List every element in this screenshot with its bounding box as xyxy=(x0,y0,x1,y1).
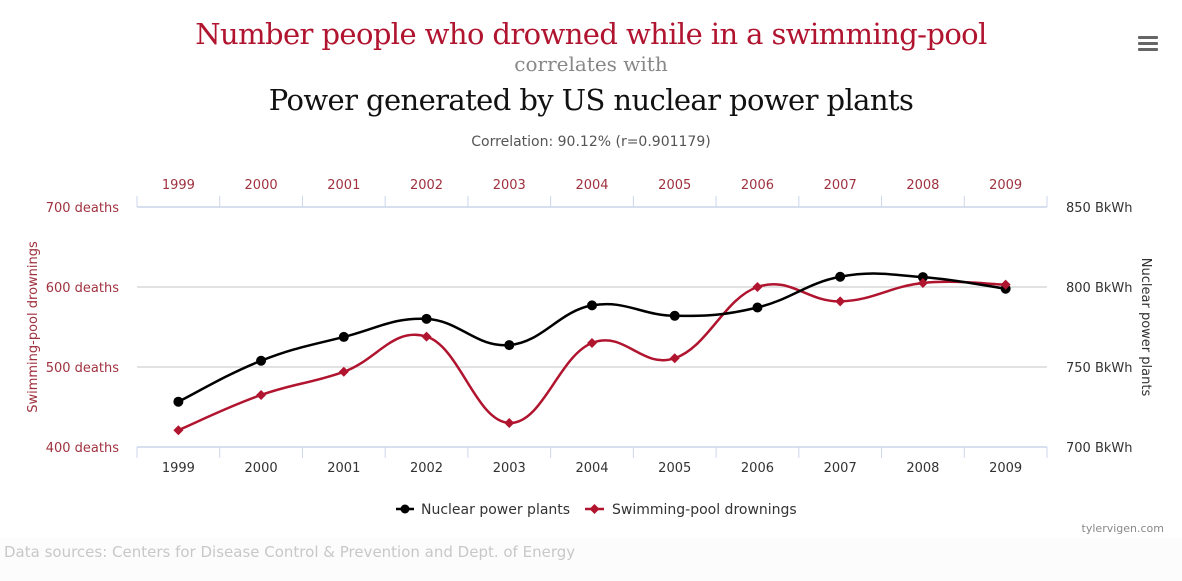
bottom-axis-label: 1999 xyxy=(162,461,195,476)
right-axis-tick-label: 850 BkWh xyxy=(1066,201,1133,216)
top-axis-label: 2000 xyxy=(245,178,278,193)
data-point-nuclear[interactable] xyxy=(256,355,267,366)
top-axis-label: 2009 xyxy=(989,178,1022,193)
left-axis-tick-label: 500 deaths xyxy=(46,361,119,376)
menu-bar xyxy=(1138,42,1158,45)
data-point-nuclear[interactable] xyxy=(587,300,597,311)
menu-bar xyxy=(1138,36,1158,39)
bottom-axis-label: 2003 xyxy=(493,461,526,476)
legend-drownings-label: Swimming-pool drownings xyxy=(612,502,797,518)
gridlines xyxy=(137,286,1047,368)
menu-bar xyxy=(1138,48,1158,51)
chart-title-connector: correlates with xyxy=(514,52,668,76)
bottom-axis-label: 2009 xyxy=(989,461,1022,476)
top-axis-label: 2002 xyxy=(410,178,443,193)
bottom-axis-label: 2002 xyxy=(410,461,443,476)
data-point-nuclear[interactable] xyxy=(421,313,432,324)
credit-link[interactable]: tylervigen.com xyxy=(1081,522,1164,535)
data-point-drownings[interactable] xyxy=(669,353,680,364)
data-point-drownings[interactable] xyxy=(338,366,349,377)
right-axis-tick-label: 700 BkWh xyxy=(1066,441,1133,456)
bottom-axis-labels: 1999 2000 2001 2002 2003 2004 2005 2006 2007 2008… xyxy=(162,461,1022,476)
data-point-drownings[interactable] xyxy=(1000,279,1011,290)
data-point-nuclear[interactable] xyxy=(338,331,349,342)
top-axis-label: 2003 xyxy=(493,178,526,193)
chart-title-secondary: Power generated by US nuclear power plan… xyxy=(268,83,914,117)
left-axis-tick-label: 600 deaths xyxy=(46,281,119,296)
right-axis-tick-label: 800 BkWh xyxy=(1066,281,1133,296)
chart-title-primary: Number people who drowned while in a swi… xyxy=(195,17,987,51)
bottom-axis-label: 2008 xyxy=(906,461,939,476)
bottom-axis-label: 2007 xyxy=(824,461,857,476)
series xyxy=(173,271,1011,436)
correlation-value: Correlation: 90.12% (r=0.901179) xyxy=(471,134,711,150)
data-point-drownings[interactable] xyxy=(504,418,515,428)
bottom-axis-label: 2005 xyxy=(658,461,691,476)
right-axis-tick-label: 750 BkWh xyxy=(1066,361,1133,376)
top-axis-label: 2005 xyxy=(658,178,691,193)
data-point-drownings[interactable] xyxy=(835,296,846,307)
footer-band xyxy=(0,538,1182,581)
left-axis-ticks: 400 deaths 500 deaths 600 deaths 700 deaths xyxy=(46,201,119,456)
legend-nuclear-label: Nuclear power plants xyxy=(421,502,570,518)
data-point-nuclear[interactable] xyxy=(173,396,184,407)
data-point-nuclear[interactable] xyxy=(835,271,846,282)
top-axis-label: 2001 xyxy=(327,178,360,193)
top-axis-label: 2007 xyxy=(824,178,857,193)
legend[interactable]: Nuclear power plants Swimming-pool drowni… xyxy=(396,502,797,518)
top-axis-label: 1999 xyxy=(162,178,195,193)
top-axis-label: 2006 xyxy=(741,178,774,193)
series-line xyxy=(177,280,1006,432)
data-point-drownings[interactable] xyxy=(917,278,928,288)
left-axis-tick-label: 700 deaths xyxy=(46,201,119,216)
data-point-nuclear[interactable] xyxy=(917,272,928,283)
data-point-drownings[interactable] xyxy=(587,338,597,348)
right-axis-ticks: 700 BkWh 750 BkWh 800 BkWh 850 BkWh xyxy=(1066,201,1133,456)
bottom-axis-label: 2001 xyxy=(327,461,360,476)
data-point-drownings[interactable] xyxy=(173,425,184,436)
top-axis-label: 2008 xyxy=(906,178,939,193)
legend-nuclear-marker xyxy=(400,504,410,514)
data-point-drownings[interactable] xyxy=(421,331,432,342)
right-axis-title: Nuclear power plants xyxy=(1138,258,1153,397)
data-point-nuclear[interactable] xyxy=(669,310,680,321)
top-axis-labels: 1999 2000 2001 2002 2003 2004 2005 2006 2007 2008… xyxy=(162,178,1022,193)
data-sources: Data sources: Centers for Disease Contro… xyxy=(4,543,576,561)
data-point-nuclear[interactable] xyxy=(752,302,763,313)
bottom-axis-label: 2006 xyxy=(741,461,774,476)
series-drownings xyxy=(177,280,1006,432)
left-axis-title: Swimming-pool drownings xyxy=(26,241,41,413)
bottom-axis-label: 2004 xyxy=(575,461,608,476)
hamburger-menu-icon[interactable] xyxy=(1136,32,1162,54)
data-point-nuclear[interactable] xyxy=(504,340,515,351)
data-point-drownings[interactable] xyxy=(752,282,763,292)
axes xyxy=(136,196,1048,458)
legend-drownings-marker xyxy=(589,504,600,514)
top-axis-label: 2004 xyxy=(575,178,608,193)
data-point-drownings[interactable] xyxy=(256,390,267,400)
left-axis-tick-label: 400 deaths xyxy=(46,441,119,456)
bottom-axis-label: 2000 xyxy=(245,461,278,476)
